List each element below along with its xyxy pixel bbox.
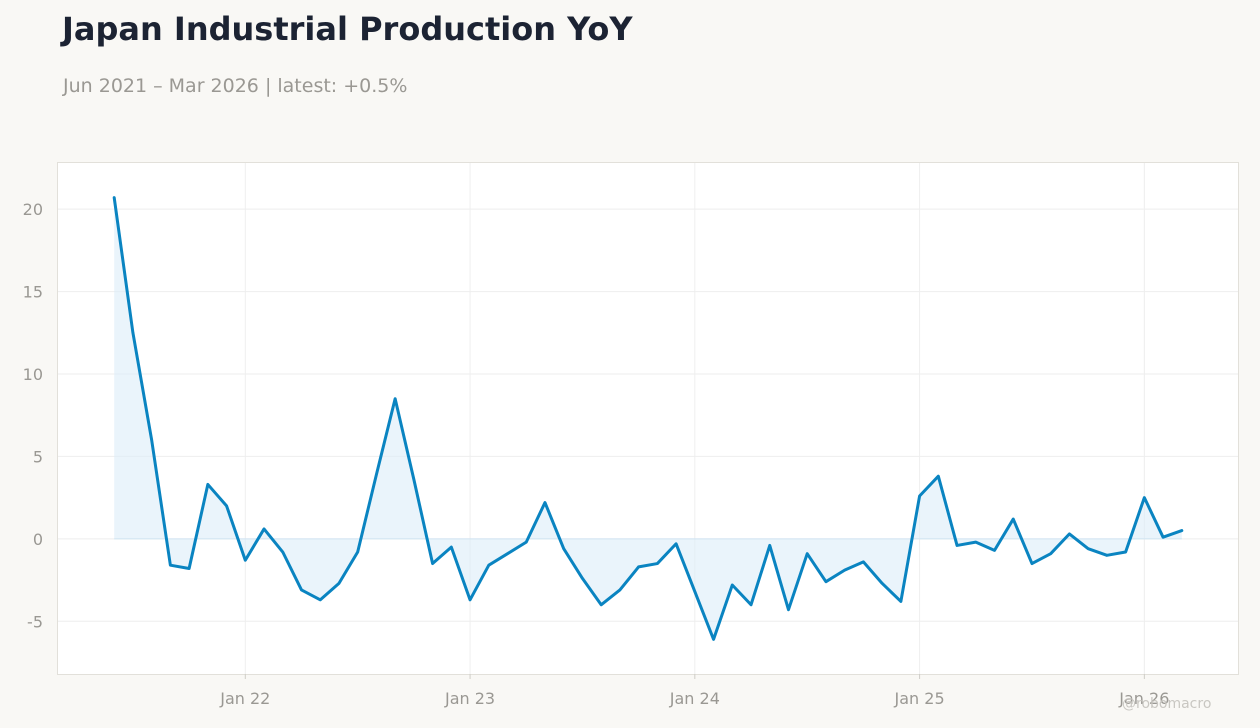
data-point: [150, 438, 153, 441]
data-point: [506, 552, 509, 555]
y-tick-label: 5: [33, 447, 43, 466]
data-point: [543, 501, 546, 504]
data-point: [337, 582, 340, 585]
x-tick-label: Jan 26: [1118, 689, 1169, 708]
data-point: [1012, 518, 1015, 521]
data-point: [394, 397, 397, 400]
data-point: [431, 562, 434, 565]
data-point: [319, 598, 322, 601]
data-point: [600, 603, 603, 606]
data-point: [1105, 554, 1108, 557]
data-point: [937, 475, 940, 478]
data-point: [206, 483, 209, 486]
data-point: [1087, 547, 1090, 550]
data-point: [412, 478, 415, 481]
data-point: [618, 588, 621, 591]
data-point: [1068, 532, 1071, 535]
data-point: [300, 588, 303, 591]
data-point: [188, 567, 191, 570]
x-axis: Jan 22 Jan 23 Jan 24 Jan 25 Jan 26: [219, 674, 1169, 708]
data-point: [525, 541, 528, 544]
data-point: [993, 549, 996, 552]
data-point: [918, 494, 921, 497]
data-point: [581, 577, 584, 580]
data-point: [1049, 552, 1052, 555]
data-point: [899, 600, 902, 603]
data-point: [956, 544, 959, 547]
x-tick-label: Jan 25: [894, 689, 945, 708]
y-tick-label: 20: [23, 200, 43, 219]
data-point: [263, 527, 266, 530]
x-tick-label: Jan 23: [444, 689, 495, 708]
data-point: [862, 560, 865, 563]
chart-title: Japan Industrial Production YoY: [62, 10, 633, 48]
data-point: [750, 603, 753, 606]
data-point: [469, 598, 472, 601]
data-point: [281, 551, 284, 554]
data-point: [1143, 496, 1146, 499]
data-point: [806, 552, 809, 555]
y-tick-label: 15: [23, 283, 43, 302]
watermark: @robomacro: [1122, 696, 1212, 712]
data-point: [1030, 562, 1033, 565]
data-point: [712, 638, 715, 641]
y-tick-label: 10: [23, 365, 43, 384]
data-point: [225, 504, 228, 507]
x-tick-label: Jan 22: [219, 689, 270, 708]
data-point: [768, 544, 771, 547]
data-point: [131, 331, 134, 334]
data-point: [244, 559, 247, 562]
data-point: [113, 196, 116, 199]
data-point: [562, 547, 565, 550]
data-point: [487, 564, 490, 567]
data-point: [1162, 536, 1165, 539]
data-point: [974, 541, 977, 544]
y-tick-label: -5: [27, 612, 43, 631]
data-point: [731, 583, 734, 586]
data-point: [169, 564, 172, 567]
y-tick-label: 0: [33, 530, 43, 549]
y-axis: -5 0 5 10 15 20: [23, 200, 43, 631]
data-point: [787, 608, 790, 611]
data-point: [356, 551, 359, 554]
data-point: [843, 569, 846, 572]
data-point: [693, 590, 696, 593]
data-point: [375, 473, 378, 476]
data-point: [824, 580, 827, 583]
data-point: [1124, 551, 1127, 554]
data-point: [637, 565, 640, 568]
x-tick-label: Jan 24: [669, 689, 720, 708]
data-point: [656, 562, 659, 565]
plot-area: [57, 162, 1239, 675]
data-point: [1180, 529, 1183, 532]
chart-subtitle: Jun 2021 – Mar 2026 | latest: +0.5%: [63, 75, 408, 97]
data-point: [450, 546, 453, 549]
data-point: [881, 582, 884, 585]
data-point: [675, 542, 678, 545]
series-line: [112, 196, 1184, 641]
line-layer: [112, 196, 1184, 641]
